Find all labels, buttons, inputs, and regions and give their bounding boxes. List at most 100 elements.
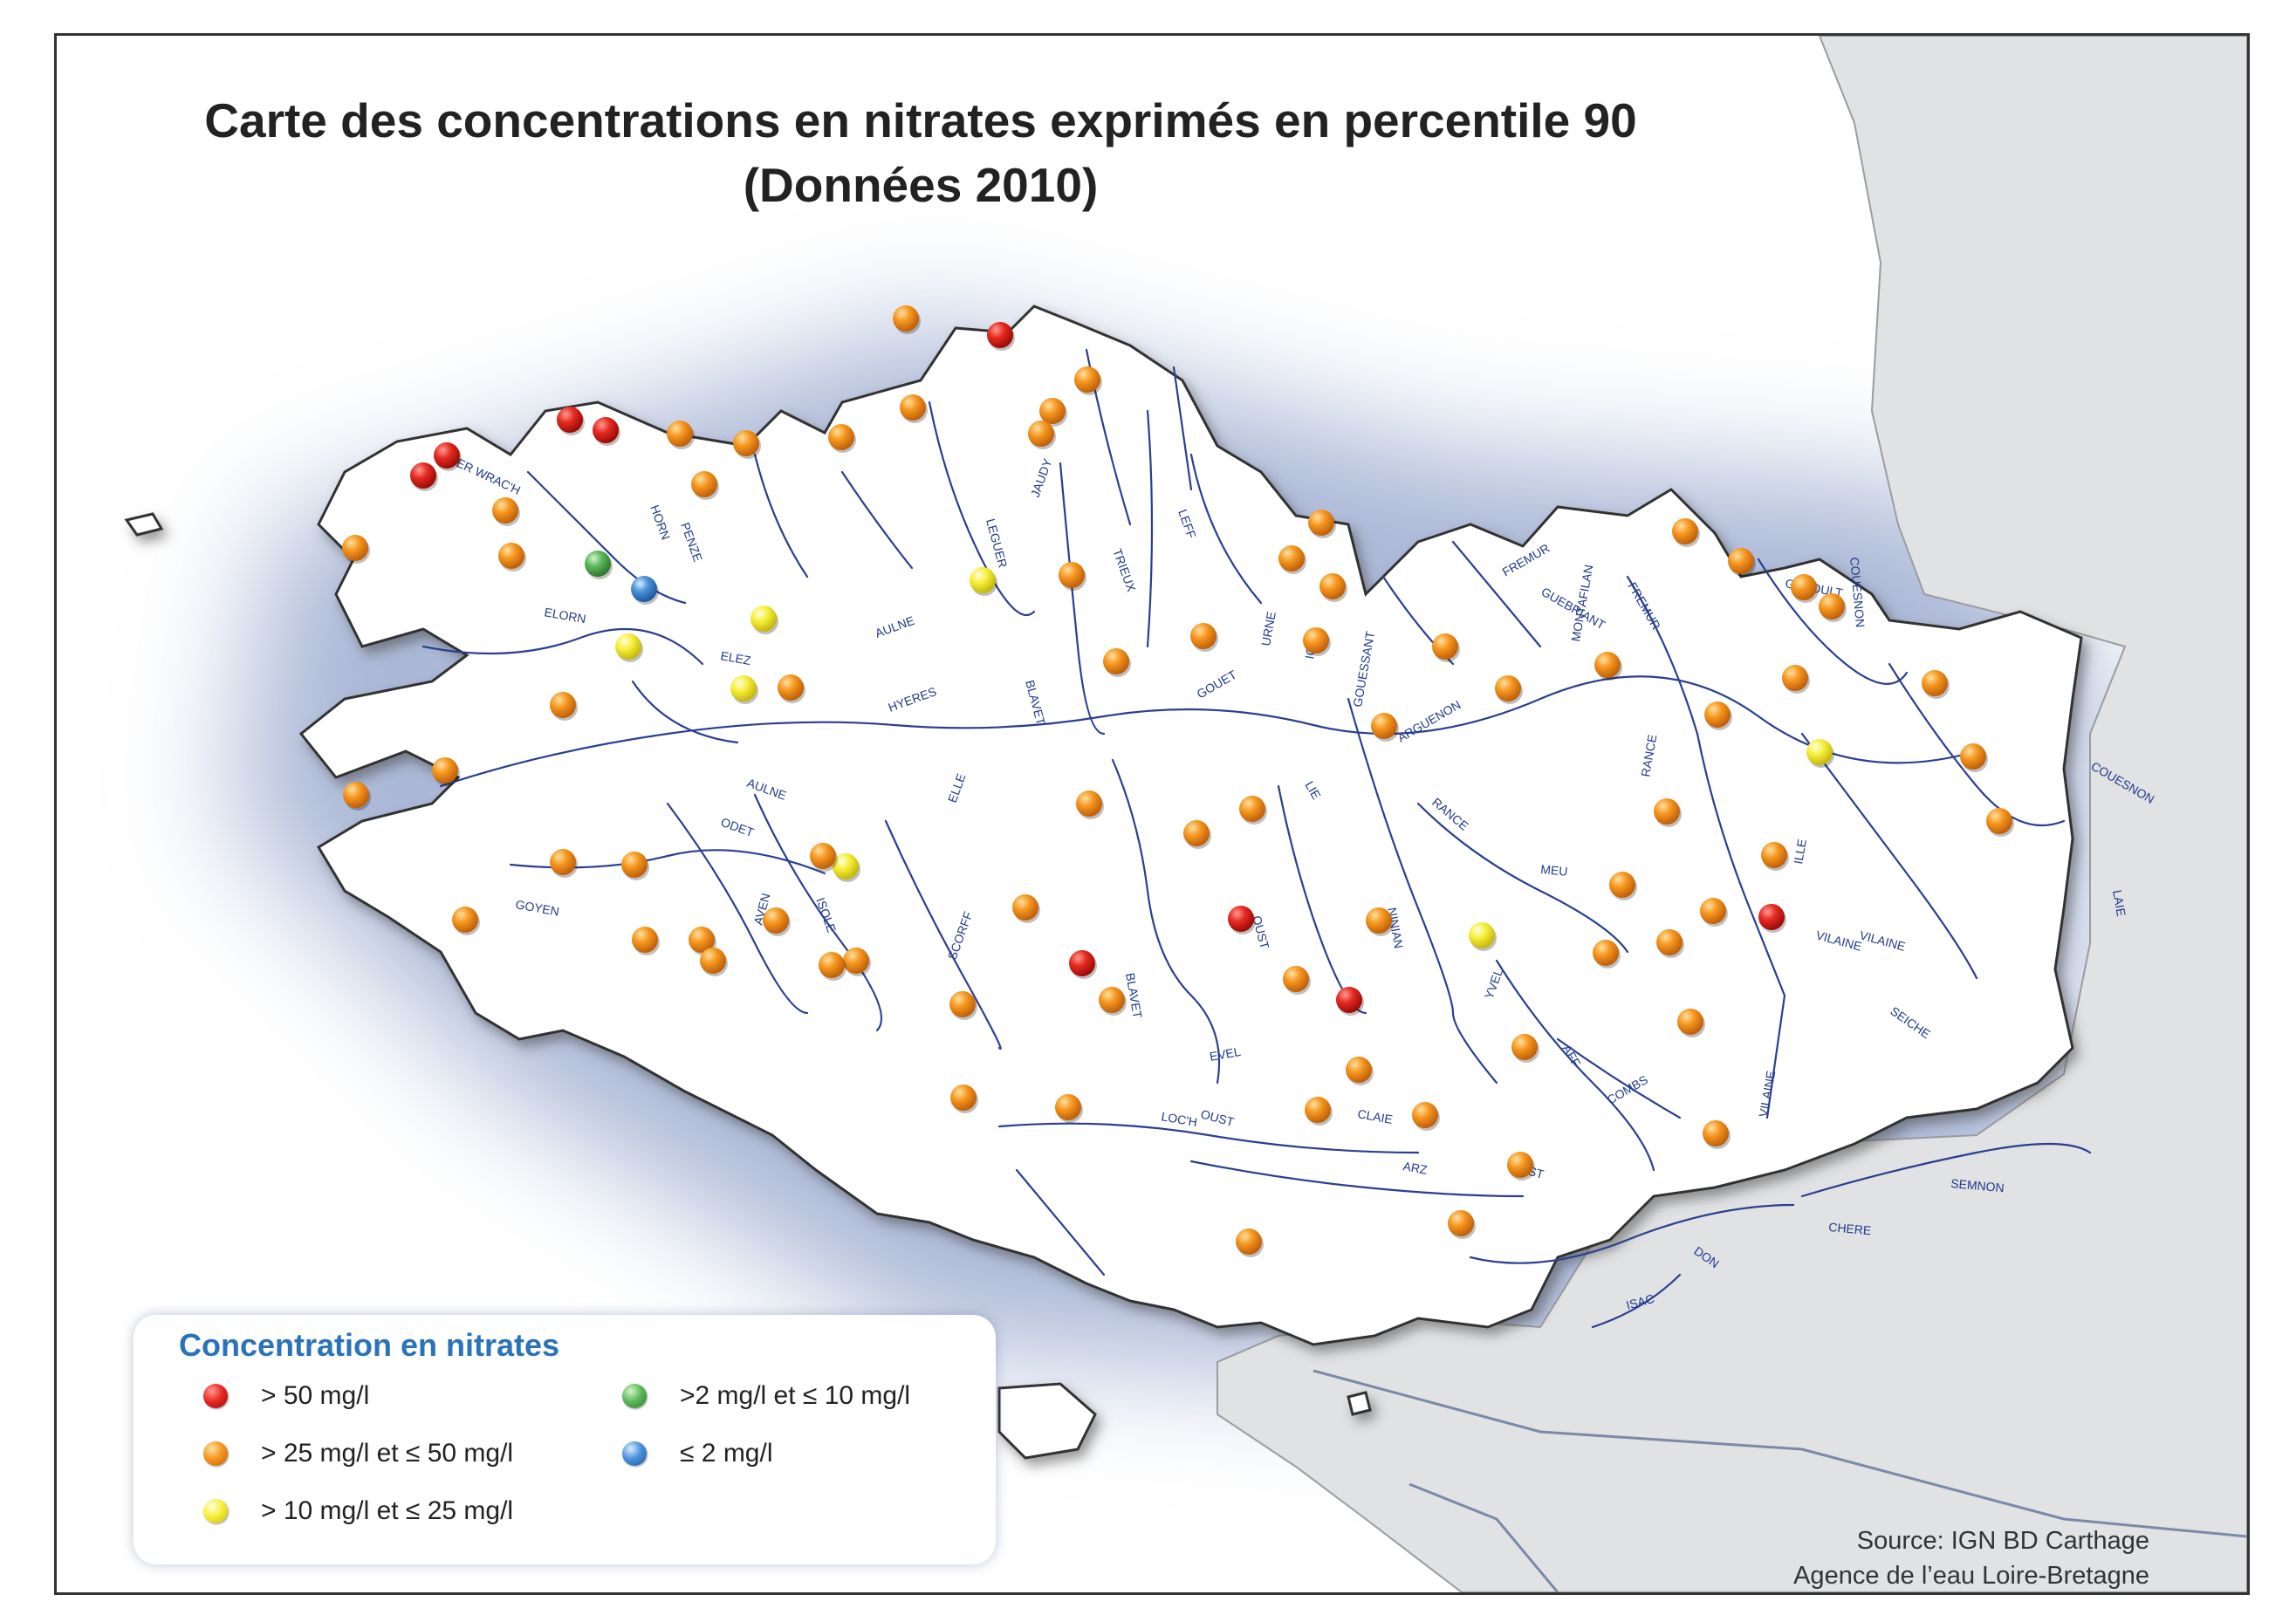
station-orange[interactable] bbox=[1283, 966, 1309, 992]
map-frame: ABER WRAC'H HORN PENZE ELORN AULNE ELEZ … bbox=[54, 33, 2250, 1595]
legend-item-red: > 50 mg/l bbox=[203, 1381, 369, 1411]
station-orange[interactable] bbox=[492, 497, 518, 524]
station-yellow[interactable] bbox=[833, 853, 859, 879]
station-orange[interactable] bbox=[1819, 593, 1845, 619]
station-orange[interactable] bbox=[1028, 421, 1054, 447]
station-orange[interactable] bbox=[1190, 623, 1217, 649]
station-orange[interactable] bbox=[733, 430, 759, 456]
station-orange[interactable] bbox=[550, 692, 576, 718]
river-label: MEU bbox=[1540, 862, 1568, 879]
station-orange[interactable] bbox=[949, 991, 976, 1017]
station-orange[interactable] bbox=[1700, 898, 1726, 924]
station-orange[interactable] bbox=[1099, 987, 1125, 1013]
station-orange[interactable] bbox=[1986, 808, 2012, 834]
station-orange[interactable] bbox=[1055, 1094, 1081, 1120]
station-orange[interactable] bbox=[550, 849, 576, 875]
station-orange[interactable] bbox=[691, 471, 717, 497]
station-orange[interactable] bbox=[1761, 842, 1787, 868]
station-orange[interactable] bbox=[1511, 1034, 1538, 1060]
station-orange[interactable] bbox=[1074, 366, 1100, 393]
map-title: Carte des concentrations en nitrates exp… bbox=[57, 88, 1785, 217]
station-orange[interactable] bbox=[1039, 398, 1066, 424]
station-red[interactable] bbox=[557, 407, 583, 433]
station-red[interactable] bbox=[1069, 950, 1095, 976]
station-orange[interactable] bbox=[1594, 652, 1621, 678]
station-orange[interactable] bbox=[432, 757, 458, 784]
station-orange[interactable] bbox=[1303, 627, 1329, 654]
station-orange[interactable] bbox=[828, 424, 854, 450]
station-orange[interactable] bbox=[778, 674, 804, 701]
station-orange[interactable] bbox=[1371, 713, 1397, 739]
station-orange[interactable] bbox=[1366, 907, 1392, 934]
station-orange[interactable] bbox=[1305, 1097, 1331, 1123]
station-orange[interactable] bbox=[342, 535, 368, 561]
station-orange[interactable] bbox=[1278, 545, 1305, 571]
station-red[interactable] bbox=[987, 322, 1013, 348]
station-orange[interactable] bbox=[700, 948, 726, 974]
river-label: URNE bbox=[1258, 611, 1278, 647]
station-orange[interactable] bbox=[621, 852, 648, 878]
station-orange[interactable] bbox=[1346, 1057, 1372, 1083]
station-orange[interactable] bbox=[819, 952, 845, 978]
station-orange[interactable] bbox=[1495, 675, 1521, 701]
station-orange[interactable] bbox=[1319, 573, 1346, 599]
station-orange[interactable] bbox=[452, 907, 478, 933]
station-orange[interactable] bbox=[1059, 562, 1085, 588]
source-line-1: Source: IGN BD Carthage bbox=[1856, 1527, 2149, 1555]
river-label: SEMNON bbox=[1950, 1176, 2005, 1194]
station-orange[interactable] bbox=[1103, 648, 1129, 674]
station-yellow[interactable] bbox=[1806, 739, 1833, 765]
station-orange[interactable] bbox=[843, 948, 869, 974]
station-orange[interactable] bbox=[1654, 798, 1680, 825]
station-orange[interactable] bbox=[900, 394, 926, 421]
station-orange[interactable] bbox=[632, 927, 658, 953]
station-orange[interactable] bbox=[1677, 1009, 1703, 1035]
station-orange[interactable] bbox=[1703, 1120, 1729, 1146]
station-orange[interactable] bbox=[1507, 1152, 1533, 1178]
station-orange[interactable] bbox=[1593, 940, 1619, 966]
station-red[interactable] bbox=[1758, 904, 1785, 930]
station-orange[interactable] bbox=[763, 907, 789, 934]
river-label: COUESNON bbox=[1847, 557, 1868, 628]
station-orange[interactable] bbox=[1672, 518, 1698, 544]
station-red[interactable] bbox=[410, 462, 436, 489]
station-yellow[interactable] bbox=[970, 567, 996, 593]
station-orange[interactable] bbox=[1728, 548, 1754, 574]
station-yellow[interactable] bbox=[730, 675, 757, 701]
station-orange[interactable] bbox=[1922, 670, 1948, 696]
station-orange[interactable] bbox=[667, 421, 693, 447]
river-label: CLAIE bbox=[1356, 1106, 1394, 1126]
station-orange[interactable] bbox=[1183, 820, 1210, 846]
station-red[interactable] bbox=[1228, 906, 1254, 932]
station-orange[interactable] bbox=[1308, 510, 1334, 536]
station-orange[interactable] bbox=[1609, 872, 1635, 898]
station-orange[interactable] bbox=[498, 543, 524, 569]
station-orange[interactable] bbox=[1076, 790, 1102, 817]
station-orange[interactable] bbox=[1656, 929, 1683, 955]
station-orange[interactable] bbox=[893, 305, 919, 332]
station-orange[interactable] bbox=[810, 843, 836, 869]
station-orange[interactable] bbox=[1704, 701, 1731, 728]
station-orange[interactable] bbox=[1791, 574, 1817, 600]
station-red[interactable] bbox=[1336, 987, 1362, 1013]
station-yellow[interactable] bbox=[1469, 922, 1495, 948]
station-orange[interactable] bbox=[950, 1085, 977, 1111]
station-orange[interactable] bbox=[1012, 894, 1038, 921]
station-yellow[interactable] bbox=[750, 606, 777, 632]
station-orange[interactable] bbox=[343, 782, 369, 808]
station-green[interactable] bbox=[585, 551, 611, 577]
title-line-1: Carte des concentrations en nitrates exp… bbox=[204, 93, 1637, 147]
station-orange[interactable] bbox=[1412, 1102, 1438, 1128]
station-orange[interactable] bbox=[1236, 1228, 1262, 1255]
station-orange[interactable] bbox=[1782, 665, 1808, 691]
station-orange[interactable] bbox=[1239, 796, 1265, 822]
station-orange[interactable] bbox=[1448, 1210, 1474, 1236]
station-blue[interactable] bbox=[631, 576, 657, 602]
station-orange[interactable] bbox=[689, 927, 715, 953]
station-orange[interactable] bbox=[1960, 743, 1986, 770]
river-label: EVEL bbox=[1209, 1044, 1242, 1064]
station-red[interactable] bbox=[593, 417, 619, 443]
station-red[interactable] bbox=[434, 442, 460, 469]
station-orange[interactable] bbox=[1432, 633, 1458, 660]
station-yellow[interactable] bbox=[615, 633, 641, 660]
